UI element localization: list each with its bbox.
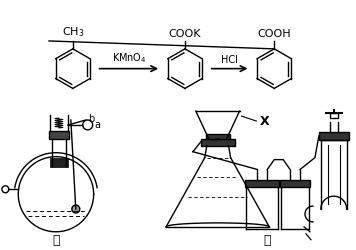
Text: X: X [260, 114, 269, 128]
Text: 甲: 甲 [52, 234, 60, 247]
Bar [49, 131, 69, 139]
Bar [330, 113, 338, 118]
Bar [206, 134, 230, 139]
Text: KMnO$_4$: KMnO$_4$ [111, 51, 146, 65]
Bar [50, 158, 68, 167]
Text: 乙: 乙 [263, 234, 271, 247]
Text: b: b [88, 114, 94, 124]
Bar [319, 132, 349, 140]
Text: CH$_3$: CH$_3$ [62, 25, 84, 39]
Text: COOH: COOH [257, 29, 291, 39]
Text: a: a [95, 120, 101, 130]
Text: HCl: HCl [221, 55, 238, 65]
Bar [201, 139, 235, 146]
Text: COOK: COOK [169, 29, 201, 39]
Bar [280, 180, 310, 187]
Circle shape [72, 205, 80, 213]
Bar [246, 180, 279, 187]
